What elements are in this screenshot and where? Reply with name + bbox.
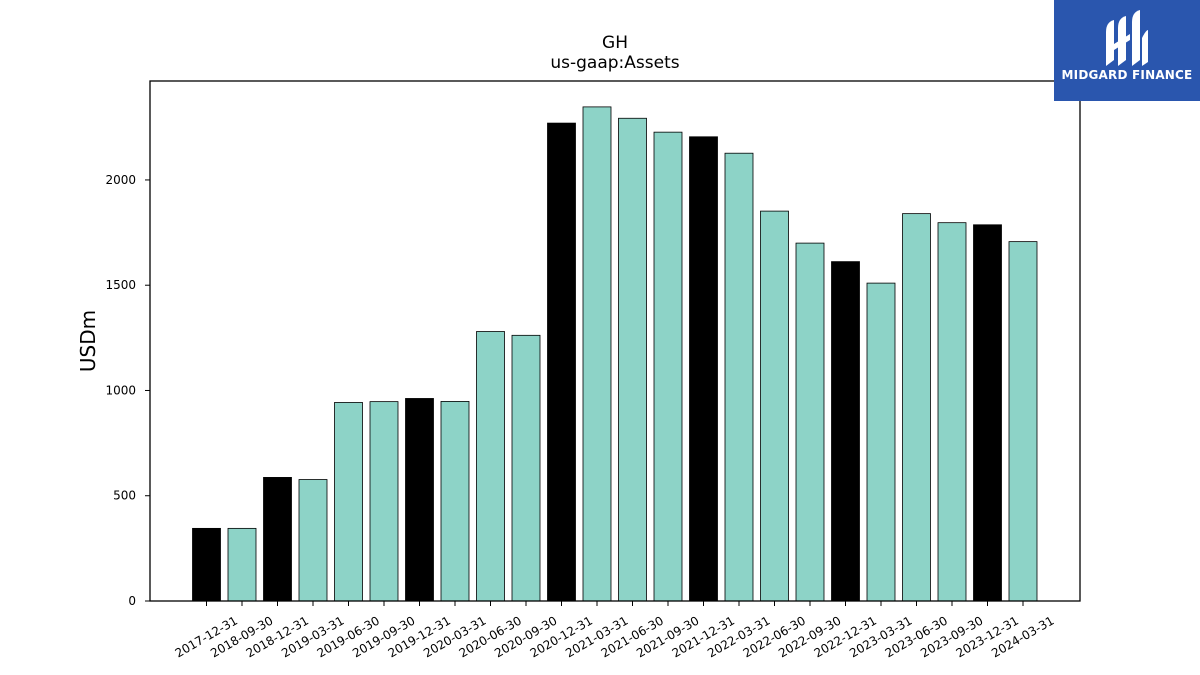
midgard-finance-logo: MIDGARD FINANCE: [1054, 0, 1200, 101]
bar: [831, 261, 860, 602]
bar: [653, 131, 683, 602]
bar: [405, 398, 434, 602]
bar: [1008, 241, 1038, 602]
y-tick-label: 500: [113, 489, 136, 503]
y-tick-label: 1000: [105, 383, 136, 397]
bar: [582, 106, 612, 602]
bar: [334, 402, 363, 602]
bar: [440, 401, 470, 602]
x-axis-ticks: 2017-12-312018-09-302018-12-312019-03-31…: [173, 601, 1057, 660]
y-axis-ticks: 0 500 1000 1500 2000: [105, 173, 150, 608]
bars-group: [192, 106, 1038, 602]
bar: [298, 479, 328, 602]
bar: [937, 222, 967, 602]
bar: [760, 210, 789, 602]
bar: [263, 477, 292, 602]
bar: [689, 136, 718, 602]
bar: [192, 527, 221, 602]
bar: [973, 224, 1002, 602]
y-tick-label: 0: [128, 594, 136, 608]
y-tick-label: 2000: [105, 173, 136, 187]
bar: [547, 122, 576, 602]
chart-subtitle: us-gaap:Assets: [550, 53, 679, 73]
bar: [902, 213, 931, 602]
logo-text: MIDGARD FINANCE: [1061, 68, 1193, 82]
bar: [618, 117, 647, 602]
bar: [866, 282, 896, 602]
plot-frame: [149, 80, 1081, 602]
y-tick-label: 1500: [105, 278, 136, 292]
chart-title: GH: [602, 33, 628, 53]
midgard-logo-icon: [1106, 10, 1148, 66]
bar: [476, 331, 505, 602]
bar: [795, 242, 825, 602]
bar: [511, 334, 541, 602]
bar: [227, 527, 257, 602]
y-axis-label: USDm: [76, 310, 100, 372]
bar: [724, 152, 754, 602]
bar: [369, 401, 399, 602]
